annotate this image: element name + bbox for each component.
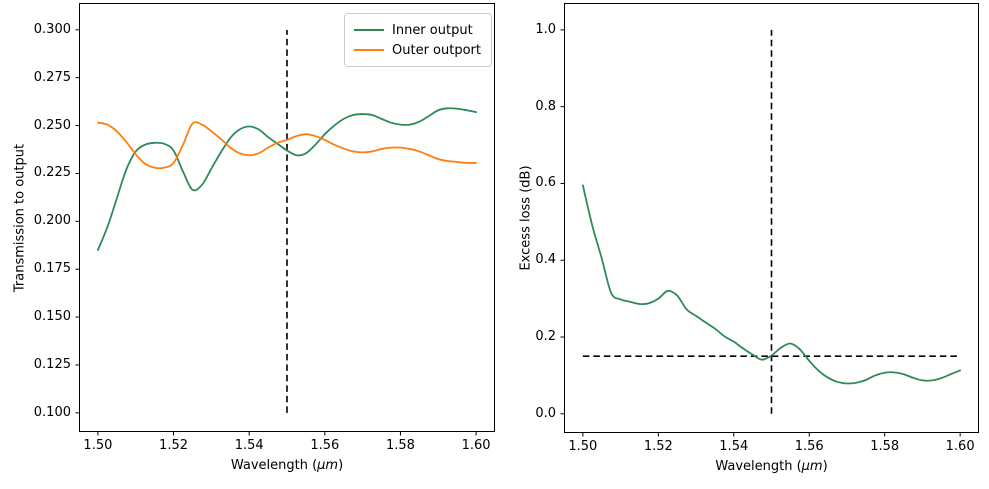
x-tick-label: 1.50 [83,438,113,453]
excess-loss-plot: Excess loss (dB) Wavelength (μm) 1.50 1.5… [519,3,979,474]
y-tick-label: 0.200 [33,213,71,229]
series-line-outer-outport [97,121,477,170]
series-line-excess-loss [581,184,962,385]
legend-swatch-inner-output [354,29,384,31]
y-tick-label: 0.6 [535,175,556,191]
legend-swatch-outer-outport [354,49,384,51]
x-tick-label: 1.56 [794,439,824,454]
x-label-text: Wavelength ( [230,458,318,473]
y-tick-label: 0.2 [535,329,556,345]
plot-canvas [75,3,495,436]
x-tick-label: 1.60 [461,438,491,453]
x-label-unit: μm [317,458,339,473]
y-tick-label: 0.125 [33,356,71,372]
x-label-unit: μm [801,459,823,474]
series-line-inner-output [97,107,477,251]
y-tick-label: 0.275 [33,69,71,85]
legend-label-outer-outport: Outer outport [392,42,481,58]
y-tick-label: 0.0 [535,405,556,421]
axes-spines [79,3,495,432]
y-tick-label: 0.4 [535,252,556,268]
x-tick-label: 1.50 [568,439,598,454]
x-tick-label: 1.60 [945,439,975,454]
legend-label-inner-output: Inner output [392,22,473,38]
x-tick-label: 1.58 [870,439,900,454]
y-tick-label: 1.0 [535,21,556,37]
x-tick-label: 1.54 [719,439,749,454]
legend-item-outer-outport: Outer outport [354,40,481,60]
y-tick-label: 0.225 [33,165,71,181]
x-tick-label: 1.52 [159,438,189,453]
x-tick-label: 1.58 [385,438,415,453]
plot-canvas [560,3,979,437]
x-label-text: Wavelength ( [715,459,802,474]
y-tick-label: 0.250 [33,117,71,133]
x-tick-label: 1.56 [310,438,340,453]
right-x-axis-label: Wavelength (μm) [715,459,827,474]
axes-spines [564,3,979,433]
legend-item-inner-output: Inner output [354,20,481,40]
y-tick-label: 0.100 [33,404,71,420]
legend: Inner output Outer outport [344,13,492,67]
x-label-close: ) [822,459,828,474]
x-label-close: ) [338,458,344,473]
transmission-plot: Transmission to output Wavelength (μm) I… [13,3,495,473]
y-tick-label: 0.150 [33,309,71,325]
x-tick-label: 1.52 [643,439,673,454]
y-tick-label: 0.175 [33,261,71,277]
y-tick-label: 0.8 [535,98,556,114]
y-tick-label: 0.300 [33,21,71,37]
left-x-axis-label: Wavelength (μm) [231,458,343,473]
x-tick-label: 1.54 [234,438,264,453]
